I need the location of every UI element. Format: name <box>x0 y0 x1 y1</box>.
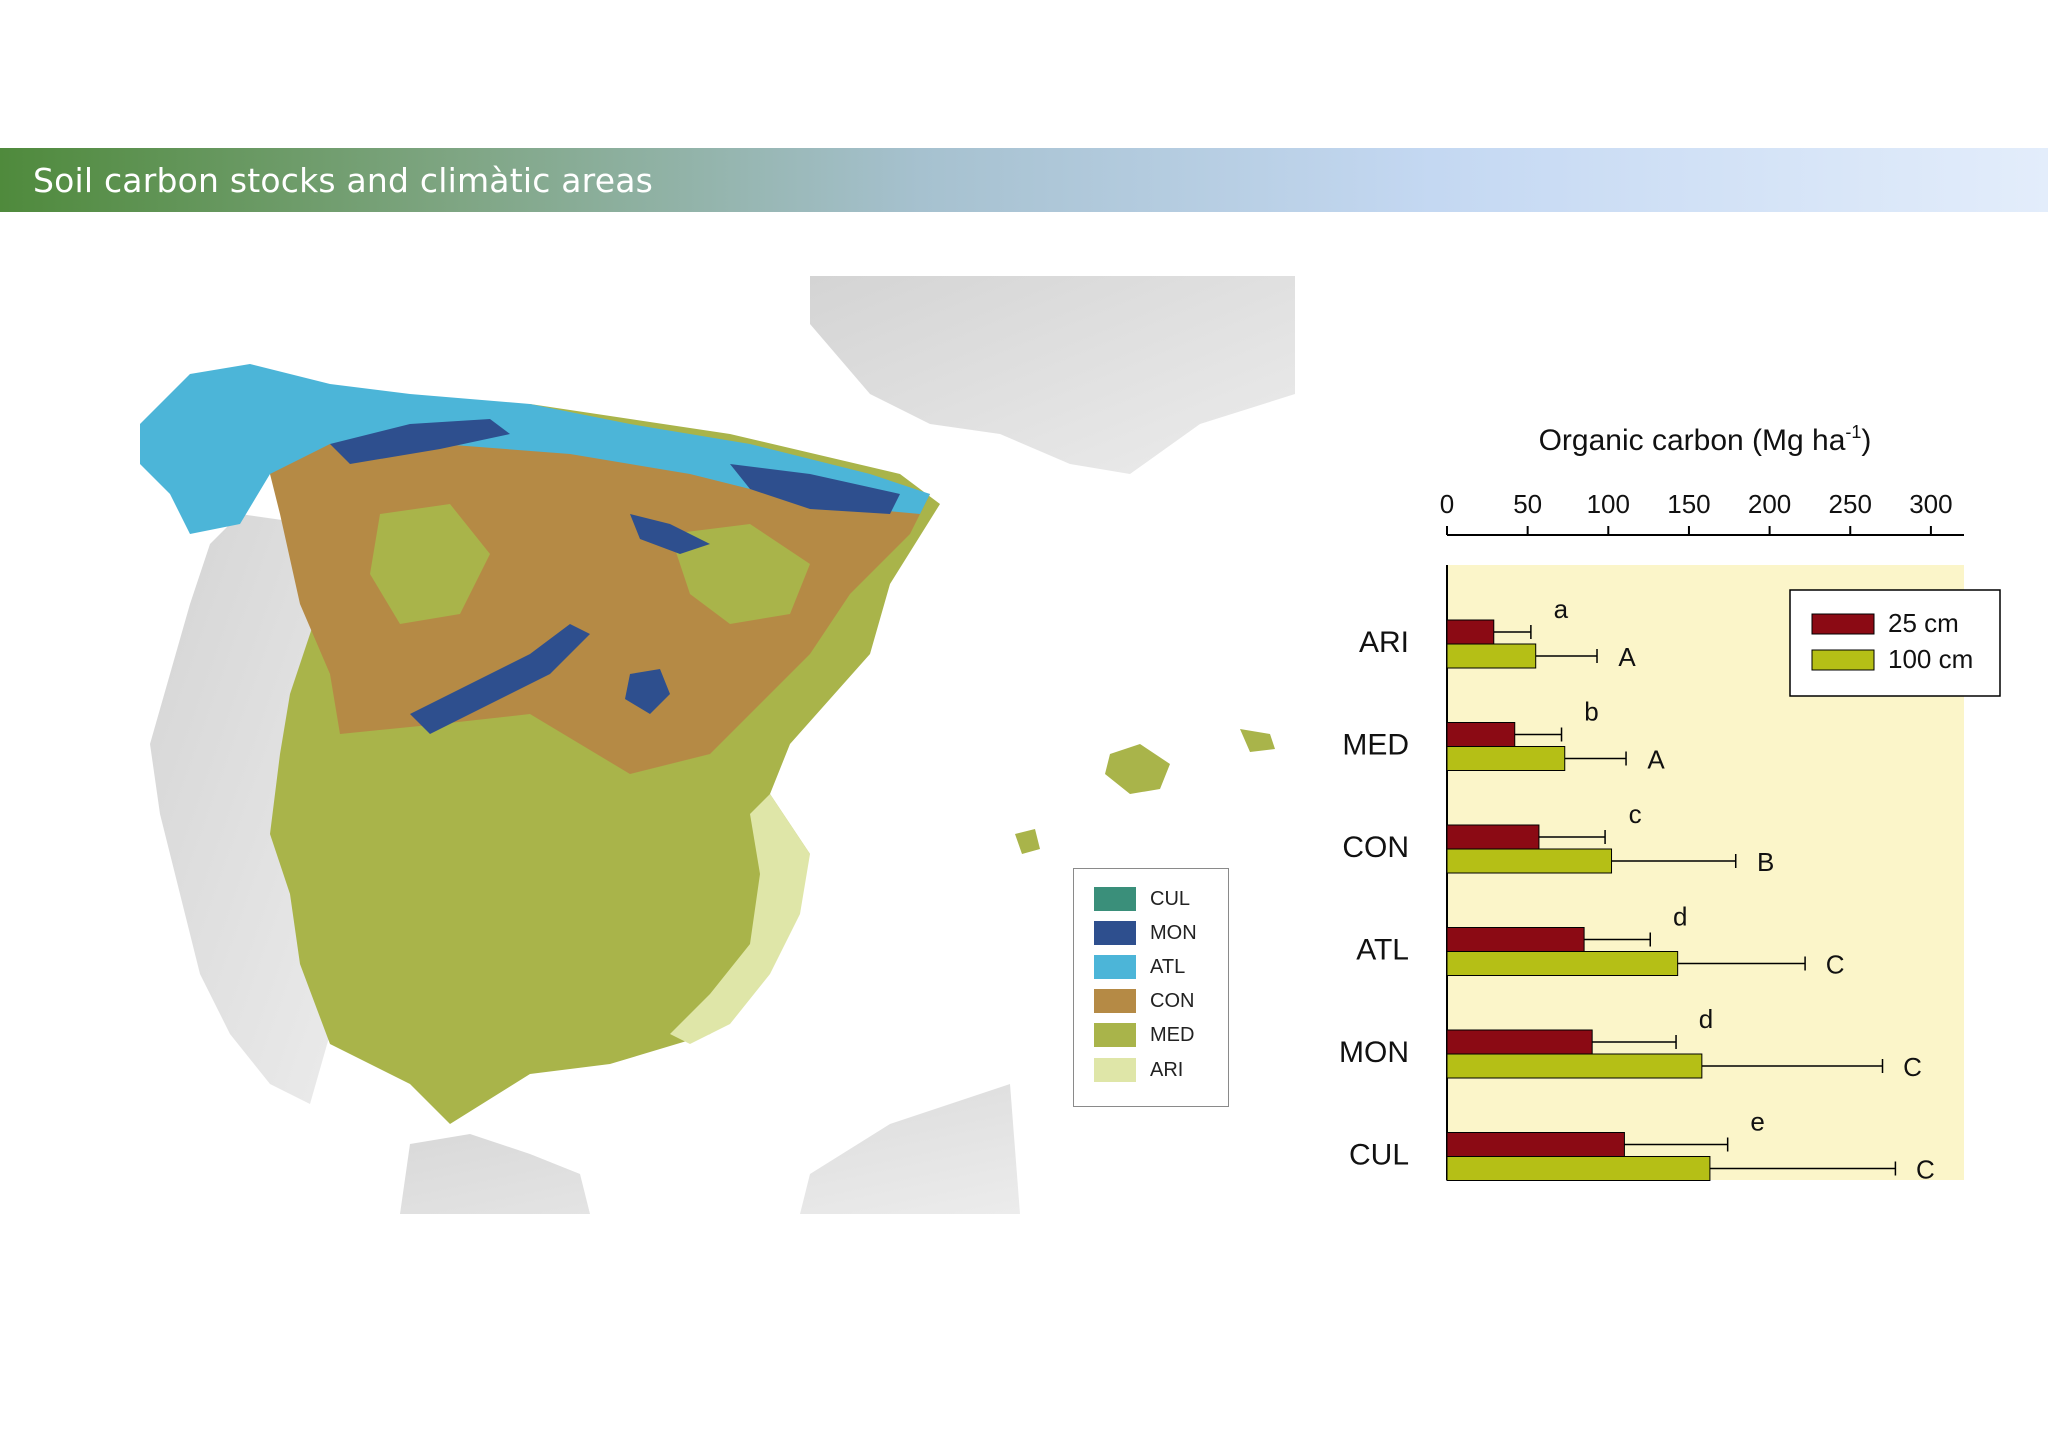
legend-swatch <box>1811 649 1875 671</box>
legend-swatch <box>1811 613 1875 635</box>
category-label: CON <box>1342 831 1409 864</box>
significance-letter: C <box>1903 1052 1922 1082</box>
category-label: ATL <box>1356 934 1409 967</box>
significance-letter: C <box>1826 950 1845 980</box>
x-tick-label: 100 <box>1587 489 1630 519</box>
x-tick-label: 200 <box>1748 489 1791 519</box>
category-label: MED <box>1342 729 1409 762</box>
category-label: CUL <box>1349 1139 1409 1172</box>
map-area-med-duero <box>370 504 490 624</box>
significance-letter: c <box>1629 799 1642 829</box>
legend-swatch-cul <box>1094 887 1136 911</box>
map-balearic-islands <box>1015 729 1275 854</box>
legend-label: 25 cm <box>1888 608 1959 638</box>
legend-label-cul: CUL <box>1150 888 1191 910</box>
bar <box>1446 951 1679 976</box>
legend-swatch-atl <box>1094 955 1136 979</box>
map-area-mon-iberian <box>625 514 710 714</box>
bar <box>1446 619 1495 645</box>
significance-letter: e <box>1750 1107 1764 1137</box>
x-tick-label: 0 <box>1440 489 1454 519</box>
significance-letter: B <box>1757 847 1774 877</box>
header-bar: Soil carbon stocks and climàtic areas <box>0 148 2048 212</box>
significance-letter: b <box>1584 697 1598 727</box>
chart-root: Organic carbon (Mg ha-1) 0 50 100 150 200 250 3… <box>1339 422 2001 1185</box>
significance-letter: C <box>1916 1155 1935 1185</box>
bar <box>1446 1053 1703 1079</box>
map-area-ari <box>670 794 810 1044</box>
bar <box>1446 1029 1593 1055</box>
significance-letter: a <box>1554 594 1569 624</box>
legend-swatch-med <box>1094 1023 1136 1047</box>
legend-label-mon: MON <box>1150 922 1197 944</box>
bar <box>1446 824 1540 850</box>
map-area-mon-pyrenees <box>730 464 900 514</box>
bar <box>1446 643 1537 669</box>
bar <box>1446 927 1585 952</box>
organic-carbon-chart: Organic carbon (Mg ha-1) 0 50 100 150 200 250 3… <box>1339 422 2001 1185</box>
map-area-mon-central <box>410 624 590 734</box>
map-area-atl <box>140 364 930 534</box>
page-title: Soil carbon stocks and climàtic areas <box>33 161 654 200</box>
chart-title: Organic carbon (Mg ha-1) <box>1539 422 1872 457</box>
legend-swatch-mon <box>1094 921 1136 945</box>
x-tick-label: 250 <box>1829 489 1872 519</box>
map-area-med-ebro <box>670 524 810 624</box>
category-label: ARI <box>1359 626 1409 659</box>
bar <box>1446 1156 1711 1181</box>
bar <box>1446 848 1613 874</box>
significance-letter: A <box>1647 745 1665 775</box>
category-label: MON <box>1339 1036 1409 1069</box>
chart-legend <box>1789 589 2001 697</box>
significance-letter: A <box>1618 642 1636 672</box>
legend-label-ari: ARI <box>1150 1059 1184 1081</box>
x-tick-label: 50 <box>1513 489 1542 519</box>
legend-swatch-con <box>1094 989 1136 1013</box>
map-area-con <box>260 404 930 774</box>
legend-label-con: CON <box>1150 990 1195 1012</box>
x-tick-label: 150 <box>1667 489 1710 519</box>
map-france-land <box>810 276 1295 474</box>
x-tick-label: 300 <box>1909 489 1952 519</box>
map-area-mon-cantabrian <box>330 419 510 464</box>
bar <box>1446 746 1566 771</box>
map-africa-land <box>400 1084 1020 1214</box>
bar <box>1446 722 1516 747</box>
climatic-areas-map <box>140 276 1295 1214</box>
significance-letter: d <box>1673 902 1687 932</box>
legend-swatch-ari <box>1094 1058 1136 1082</box>
legend-label-med: MED <box>1150 1024 1195 1046</box>
map-legend: CUL MON ATL CON MED ARI <box>1073 868 1229 1107</box>
significance-letter: d <box>1699 1004 1713 1034</box>
legend-label-atl: ATL <box>1150 956 1186 978</box>
legend-label: 100 cm <box>1888 644 1973 674</box>
bar <box>1446 1132 1625 1157</box>
